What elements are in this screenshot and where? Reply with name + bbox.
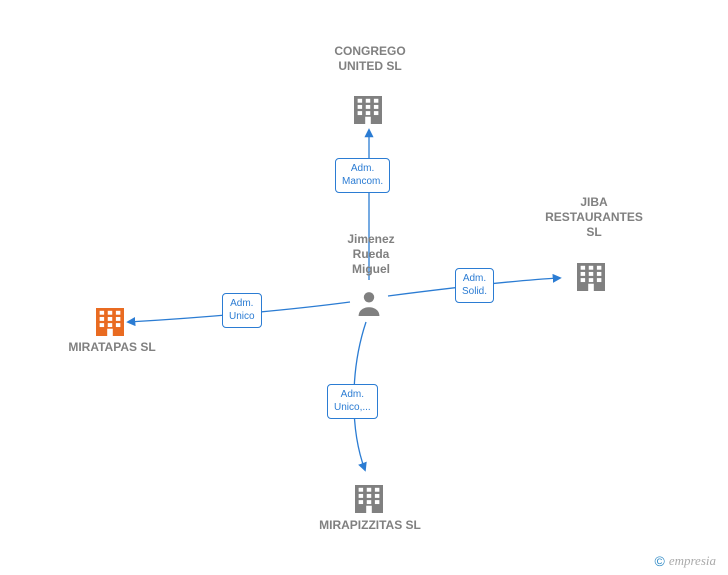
edge-label-e-mirapizzitas: Adm. Unico,... bbox=[327, 384, 378, 419]
label-center: Jimenez Rueda Miguel bbox=[336, 232, 406, 277]
node-jiba[interactable] bbox=[577, 263, 605, 291]
label-congrego: CONGREGO UNITED SL bbox=[315, 44, 425, 74]
node-miratapas[interactable] bbox=[96, 308, 124, 336]
edge-label-e-jiba: Adm. Solid. bbox=[455, 268, 494, 303]
watermark-text: empresia bbox=[669, 553, 716, 569]
node-congrego[interactable] bbox=[354, 96, 382, 124]
copyright-symbol: © bbox=[654, 553, 664, 569]
label-jiba: JIBA RESTAURANTES SL bbox=[529, 195, 659, 240]
watermark: © empresia bbox=[654, 553, 716, 569]
label-mirapizzitas: MIRAPIZZITAS SL bbox=[300, 518, 440, 533]
node-mirapizzitas[interactable] bbox=[355, 485, 383, 513]
edge-label-e-miratapas: Adm. Unico bbox=[222, 293, 262, 328]
diagram-canvas bbox=[0, 0, 728, 575]
node-center-person[interactable] bbox=[359, 292, 380, 316]
label-miratapas: MIRATAPAS SL bbox=[42, 340, 182, 355]
edge-label-e-congrego: Adm. Mancom. bbox=[335, 158, 390, 193]
